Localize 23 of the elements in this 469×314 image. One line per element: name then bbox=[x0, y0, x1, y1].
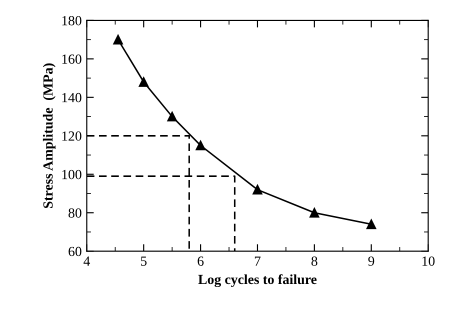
point bbox=[167, 112, 177, 122]
y-tick-label: 120 bbox=[62, 131, 82, 141]
point bbox=[196, 140, 206, 150]
x-tick-label: 9 bbox=[368, 256, 374, 266]
y-tick-label: 160 bbox=[62, 54, 82, 64]
x-tick-label: 10 bbox=[422, 256, 435, 266]
point bbox=[113, 34, 123, 45]
x-tick-label: 5 bbox=[141, 256, 147, 266]
point bbox=[310, 208, 320, 218]
x-tick-label: 4 bbox=[84, 256, 90, 266]
y-tick-label: 180 bbox=[62, 16, 82, 26]
point bbox=[252, 184, 262, 195]
x-axis-title: Log cycles to failure bbox=[198, 274, 317, 288]
x-tick-label: 6 bbox=[198, 256, 204, 266]
y-axis-title: Stress Amplitude (MPa) bbox=[42, 63, 56, 208]
x-tick-label: 7 bbox=[254, 256, 261, 266]
point bbox=[366, 219, 376, 230]
y-tick-label: 80 bbox=[68, 208, 82, 218]
x-tick-label: 8 bbox=[311, 256, 318, 266]
y-tick-label: 60 bbox=[68, 246, 82, 256]
point bbox=[138, 77, 149, 87]
y-tick-label: 100 bbox=[62, 170, 82, 180]
y-tick-label: 140 bbox=[62, 92, 82, 102]
